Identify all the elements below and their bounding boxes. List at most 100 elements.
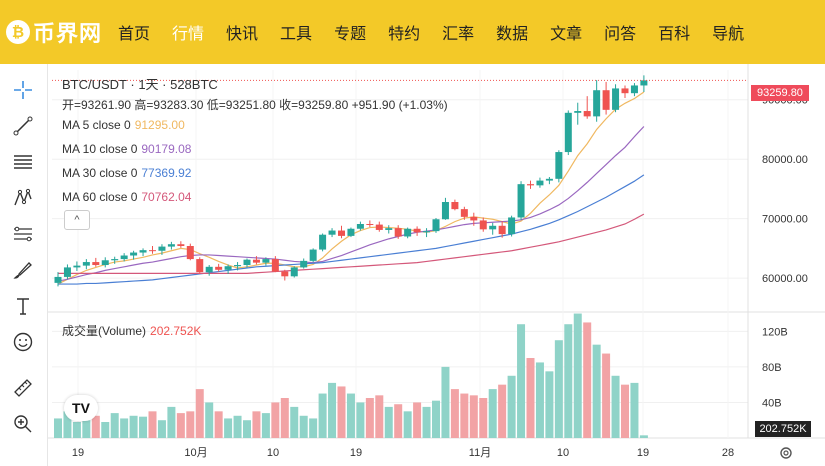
candle-body [583, 111, 591, 117]
candle-body [612, 88, 620, 110]
candle-body [404, 228, 412, 237]
volume-bar [639, 435, 648, 438]
volume-bar [630, 382, 639, 438]
volume-bar [611, 375, 620, 438]
candle-body [290, 267, 298, 277]
candle-body [111, 259, 119, 261]
candle-body [441, 202, 449, 220]
candle-body [130, 252, 138, 256]
ruler-icon [14, 379, 32, 397]
text-tool-button[interactable] [8, 292, 38, 320]
volume-bar [233, 415, 242, 438]
ma-label: MA 30 close 0 [62, 166, 138, 180]
volume-bar [148, 411, 157, 438]
candle-body [120, 255, 128, 260]
candle-body [281, 271, 289, 277]
ma-legend-1: MA 10 close 0 90179.08 [62, 142, 191, 156]
volume-bar [224, 418, 233, 438]
ma-label: MA 5 close 0 [62, 118, 131, 132]
volume-label: 成交量(Volume) [62, 324, 147, 338]
crosshair-tool-button[interactable] [8, 76, 38, 104]
volume-bar [243, 420, 251, 438]
fib-tool-button[interactable] [8, 220, 38, 248]
nav-item-6[interactable]: 汇率 [442, 26, 475, 43]
candle-body [139, 250, 147, 253]
volume-bar [394, 404, 403, 438]
volume-value: 202.752K [150, 324, 202, 338]
volume-bar [535, 362, 544, 438]
nav-item-4[interactable]: 专题 [334, 26, 367, 43]
ma-label: MA 10 close 0 [62, 142, 138, 156]
candle-body [54, 276, 62, 283]
date-tick-label: 19 [72, 447, 84, 459]
candle-body [177, 244, 185, 246]
volume-bar [186, 411, 195, 438]
ma-line [57, 126, 645, 282]
candle-body [338, 230, 345, 236]
candle-body [205, 266, 213, 273]
nav-item-1[interactable]: 行情 [172, 26, 205, 43]
candle-body [243, 259, 251, 266]
date-tick-label: 11月 [469, 447, 491, 459]
ruler-tool-button[interactable] [8, 374, 38, 402]
volume-bar [54, 418, 62, 438]
nav-item-5[interactable]: 特约 [388, 26, 421, 43]
volume-bar [214, 411, 223, 438]
candle-body [186, 246, 194, 260]
candle-body [536, 180, 544, 186]
volume-bar [375, 395, 384, 438]
volume-bar [460, 393, 469, 438]
volume-bar [507, 375, 516, 438]
top-navigation-bar: ₿ 币界网 首页 行情 快讯 工具 专题 特约 汇率 数据 文章 问答 百科 导航 [0, 0, 825, 64]
nav-item-9[interactable]: 问答 [604, 26, 637, 43]
site-name: 币界网 [33, 21, 103, 46]
nav-item-2[interactable]: 快讯 [226, 26, 259, 43]
nav-item-11[interactable]: 导航 [712, 26, 745, 43]
candle-body [508, 217, 516, 235]
nav-item-7[interactable]: 数据 [496, 26, 529, 43]
brush-icon [13, 262, 32, 279]
gear-icon[interactable] [778, 445, 794, 461]
tradingview-logo[interactable]: TV [64, 395, 98, 421]
candle-body [555, 152, 563, 179]
pattern-icon [14, 188, 32, 206]
zoom-tool-button[interactable] [8, 410, 38, 438]
candle-body [423, 231, 431, 233]
nav-item-0[interactable]: 首页 [118, 26, 151, 43]
candle-body [517, 184, 525, 218]
crosshair-icon [14, 81, 32, 99]
trend-line-tool-button[interactable] [8, 112, 38, 140]
volume-bar [432, 400, 440, 438]
volume-bar [564, 324, 573, 438]
nav-item-3[interactable]: 工具 [280, 26, 313, 43]
chevron-up-icon: ^ [74, 214, 80, 226]
date-tick-label: 10 [267, 447, 279, 459]
site-logo[interactable]: ₿ 币界网 [6, 16, 118, 48]
volume-bar [346, 393, 355, 438]
volume-bar [318, 393, 327, 438]
volume-bar [290, 406, 299, 438]
nav-item-8[interactable]: 文章 [550, 26, 583, 43]
candle-body [621, 88, 629, 94]
candle-body [489, 225, 497, 230]
volume-bar [602, 353, 611, 438]
volume-bar [498, 384, 507, 438]
candle-body [564, 112, 572, 153]
volume-bar [195, 389, 204, 438]
candle-body [167, 244, 175, 247]
brush-tool-button[interactable] [8, 256, 38, 284]
volume-bar [280, 398, 289, 438]
emoji-tool-button[interactable] [8, 328, 38, 356]
collapse-legend-button[interactable]: ^ [64, 210, 90, 230]
pattern-tool-button[interactable] [8, 184, 38, 212]
horizontal-lines-tool-button[interactable] [8, 148, 38, 176]
drawing-toolbar [0, 64, 48, 466]
price-tick-label: 80000.00 [762, 154, 808, 166]
trend-line-icon [13, 116, 33, 136]
candle-body [451, 202, 459, 210]
nav-item-10[interactable]: 百科 [658, 26, 691, 43]
ma-label: MA 60 close 0 [62, 190, 138, 204]
candle-body [309, 249, 317, 261]
ohlc-values: 开=93261.90 高=93283.30 低=93251.80 收=93259… [62, 98, 448, 112]
